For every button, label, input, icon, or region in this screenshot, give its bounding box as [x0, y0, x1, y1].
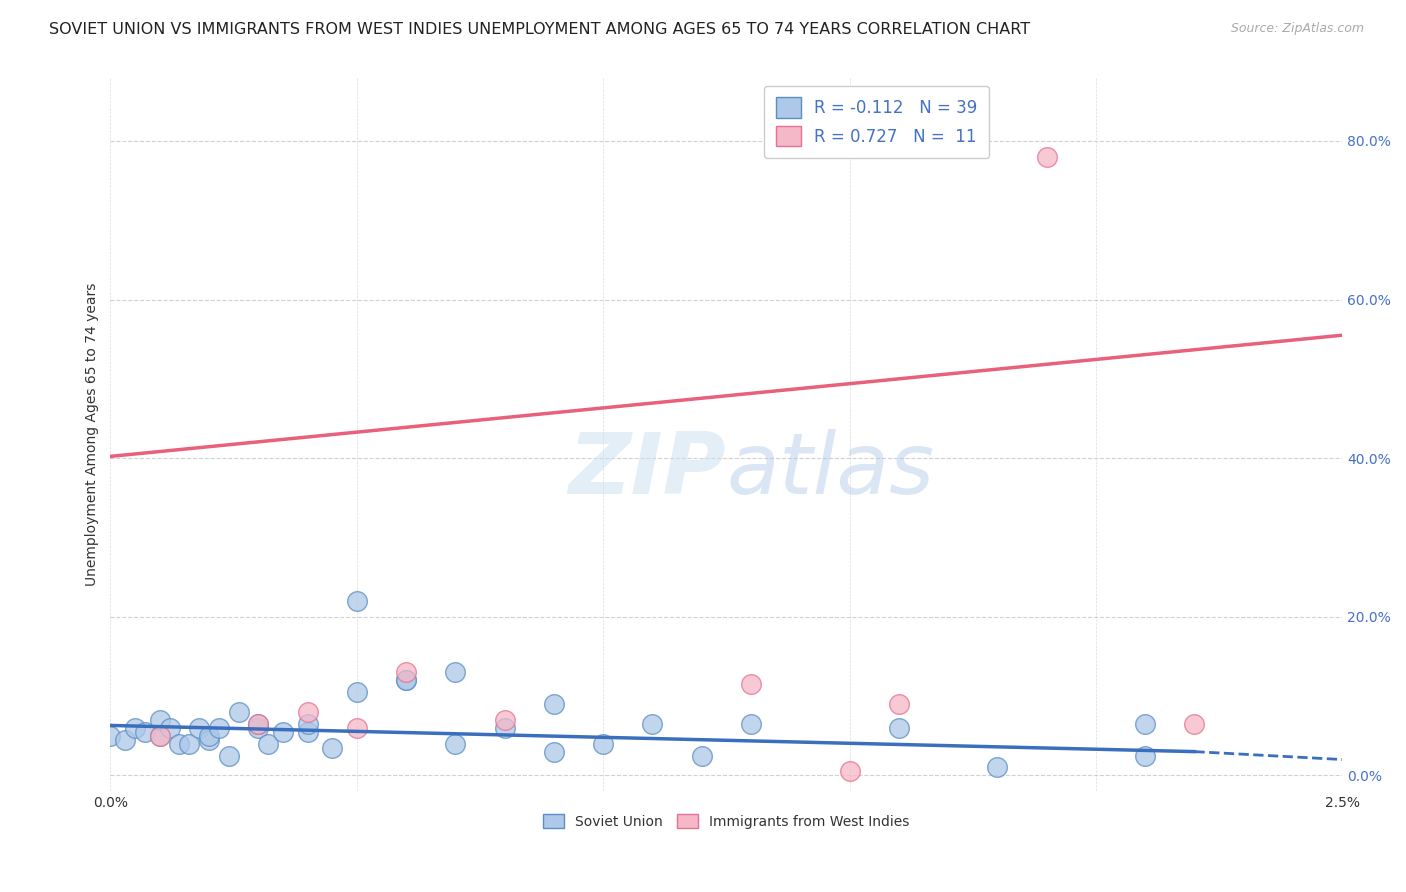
Point [198, 729, 221, 743]
Point [149, 713, 172, 727]
Point [247, 716, 270, 731]
Point [247, 716, 270, 731]
Legend: Soviet Union, Immigrants from West Indies: Soviet Union, Immigrants from West Indie… [538, 808, 915, 834]
Point [1184, 716, 1206, 731]
Point [297, 724, 319, 739]
Point [543, 745, 565, 759]
Point [297, 705, 319, 719]
Point [395, 673, 418, 688]
Point [494, 721, 516, 735]
Point [690, 748, 713, 763]
Point [149, 729, 172, 743]
Point [838, 764, 860, 779]
Point [887, 697, 910, 711]
Point [986, 760, 1008, 774]
Point [188, 721, 211, 735]
Point [543, 697, 565, 711]
Point [159, 721, 181, 735]
Point [247, 721, 270, 735]
Point [346, 685, 368, 699]
Text: SOVIET UNION VS IMMIGRANTS FROM WEST INDIES UNEMPLOYMENT AMONG AGES 65 TO 74 YEA: SOVIET UNION VS IMMIGRANTS FROM WEST IND… [49, 22, 1031, 37]
Point [1133, 716, 1156, 731]
Point [218, 748, 240, 763]
Point [740, 677, 762, 691]
Text: ZIP: ZIP [568, 428, 727, 511]
Point [297, 716, 319, 731]
Point [1133, 748, 1156, 763]
Point [124, 721, 146, 735]
Point [149, 729, 172, 743]
Text: atlas: atlas [727, 428, 935, 511]
Point [494, 713, 516, 727]
Text: Source: ZipAtlas.com: Source: ZipAtlas.com [1230, 22, 1364, 36]
Point [346, 594, 368, 608]
Point [114, 732, 136, 747]
Point [271, 724, 294, 739]
Point [887, 721, 910, 735]
Point [134, 724, 156, 739]
Point [228, 705, 250, 719]
Point [592, 737, 614, 751]
Point [395, 665, 418, 680]
Point [346, 721, 368, 735]
Y-axis label: Unemployment Among Ages 65 to 74 years: Unemployment Among Ages 65 to 74 years [86, 283, 100, 586]
Point [444, 665, 467, 680]
Point [444, 737, 467, 751]
Point [395, 673, 418, 688]
Point [198, 732, 221, 747]
Point [740, 716, 762, 731]
Point [100, 729, 122, 743]
Point [641, 716, 664, 731]
Point [257, 737, 280, 751]
Point [179, 737, 201, 751]
Point [208, 721, 231, 735]
Point [321, 740, 343, 755]
Point [1035, 150, 1057, 164]
Point [169, 737, 191, 751]
